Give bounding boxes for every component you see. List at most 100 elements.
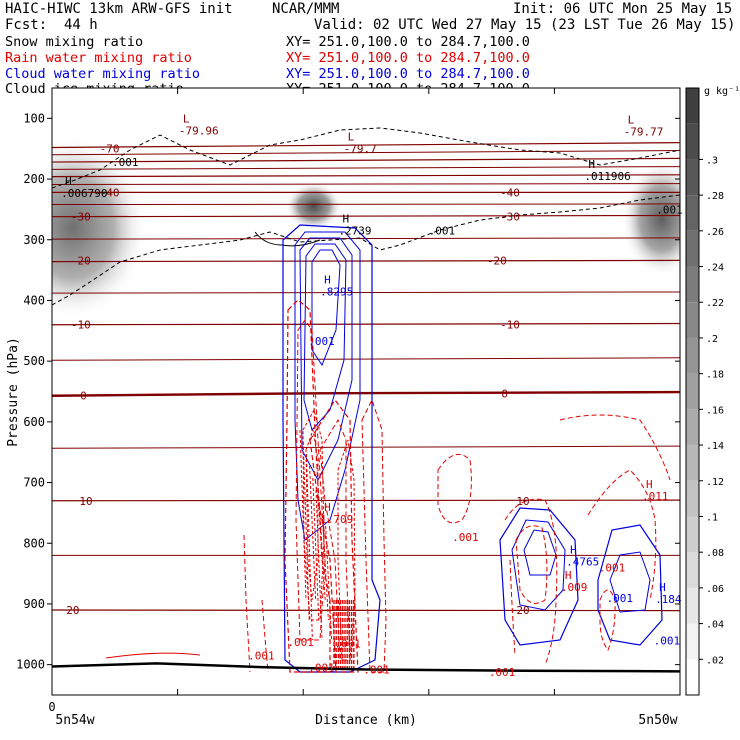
y-tick-label: 400 xyxy=(23,293,45,307)
rain-water-contours xyxy=(105,299,671,673)
rain-cell-2-inner xyxy=(515,525,548,604)
rain-dense-line xyxy=(325,525,333,641)
contour-value-label: .001 xyxy=(287,636,314,649)
colorbar-cell xyxy=(686,659,699,695)
extremum-value: .011 xyxy=(642,490,669,503)
colorbar-cell xyxy=(686,195,699,231)
extremum-label: L-79.96 xyxy=(179,112,219,137)
rain-core-1 xyxy=(302,408,325,621)
isotherm--20 xyxy=(52,259,680,263)
isotherm-label: -10 xyxy=(71,319,91,332)
rain-outer-far-right xyxy=(361,398,387,673)
colorbar: .3 .28 .26 .24 .22 .2 .18 .16 .14 .12 .1 .08 .06 .04.… xyxy=(685,86,740,696)
init-time: Init: 06 UTC Mon 25 May 15 xyxy=(513,1,732,17)
extremum-label: H.006790 xyxy=(61,175,107,200)
y-tick-label: 800 xyxy=(23,536,45,550)
extremum-letter: L xyxy=(628,114,635,127)
extremum-value: .4765 xyxy=(566,555,599,568)
extrema-labels: L-79.96 L-79.7L-79.77H.006790H.011906H.27… xyxy=(61,112,682,606)
colorbar-tick-label: .02 xyxy=(706,655,724,666)
field-name-cloudwater: Cloud water mixing ratio xyxy=(5,66,200,82)
contour-value-label: .001 xyxy=(248,650,275,663)
x-axis-label: Distance (km) xyxy=(315,713,417,728)
rain-left-stub-2 xyxy=(261,599,269,673)
extremum-letter: L xyxy=(348,131,355,144)
snow-shade-cell xyxy=(284,182,343,231)
cloud-water-contours xyxy=(282,224,663,673)
rain-cell-3-low xyxy=(599,589,616,651)
contour-value-label: .001 xyxy=(452,531,479,544)
x-left-location: 5n54w xyxy=(55,713,94,728)
extremum-value: .009 xyxy=(561,581,588,594)
contour-value-label: .001 xyxy=(429,225,456,238)
contour-value-label: .001 xyxy=(656,203,683,216)
extremum-value: 1.709 xyxy=(320,513,353,526)
isotherm-minor xyxy=(52,150,680,156)
isotherm--10 xyxy=(52,322,680,326)
isotherm-label: 10 xyxy=(516,495,529,508)
rain-dense-line xyxy=(315,489,323,641)
field-xy-snow: XY= 251.0,100.0 to 284.7,100.0 xyxy=(286,34,530,50)
extremum-letter: H xyxy=(659,581,666,594)
colorbar-ticks: .3 .28 .26 .24 .22 .2 .18 .16 .14 .12 .1 .08 .06 .04.… xyxy=(699,155,724,666)
isotherm-20 xyxy=(52,609,680,612)
colorbar-tick-label: .26 xyxy=(706,227,724,238)
colorbar-cell xyxy=(686,445,699,481)
rain-left-stub-1 xyxy=(243,534,251,673)
colorbar-tick-label: .2 xyxy=(706,334,718,345)
extremum-value: -79.96 xyxy=(179,124,219,137)
field-name-snow: Snow mixing ratio xyxy=(5,34,143,50)
extremum-letter: H xyxy=(65,175,72,188)
extremum-label: H.011906 xyxy=(584,158,630,183)
isotherm-minor xyxy=(52,291,680,294)
snow-shade-cell xyxy=(52,135,148,320)
ice-contour-lower xyxy=(52,194,680,306)
extremum-label: H.4765 xyxy=(566,543,599,568)
extremum-value: .006790 xyxy=(61,187,107,200)
rain-dense-contours xyxy=(299,429,355,672)
ice-contour-anvil xyxy=(254,231,321,247)
rain-dense-line xyxy=(318,501,326,601)
colorbar-cell xyxy=(686,587,699,624)
isotherm-label: 0 xyxy=(80,390,87,403)
isotherm-label: -40 xyxy=(100,186,120,199)
extremum-letter: H xyxy=(588,158,595,171)
colorbar-cells xyxy=(686,88,699,695)
extremum-value: .184 xyxy=(655,593,682,606)
rain-dense-line xyxy=(305,453,313,641)
colorbar-unit: g kg⁻¹ xyxy=(704,86,740,97)
snow-shade-cell xyxy=(621,160,680,277)
colorbar-tick-label: .18 xyxy=(706,370,724,381)
isotherm-label: 20 xyxy=(516,604,529,617)
rain-dense-line xyxy=(309,465,317,601)
model-title: HAIC-HIWC 13km ARW-GFS init xyxy=(5,1,233,17)
cloud-water-cell-3-outer xyxy=(597,524,663,646)
extremum-letter: H xyxy=(324,501,331,514)
isotherm-label: -30 xyxy=(500,211,520,224)
fcst-label: Fcst: xyxy=(5,17,47,33)
extremum-letter: H xyxy=(342,213,349,226)
colorbar-tick-label: .14 xyxy=(706,441,724,452)
fcst-value: 44 h xyxy=(64,17,98,33)
contour-value-label: .001 xyxy=(308,662,335,675)
contour-value-label: .001 xyxy=(308,335,335,348)
cloud-water-cell-3-inner xyxy=(609,551,651,613)
colorbar-cell xyxy=(686,159,699,196)
cloud-water-core-inner4 xyxy=(311,249,341,367)
contour-value-labels: .001 .001 .001 .001 .001 .001 .001 .001 .001 .001… xyxy=(112,156,683,679)
colorbar-cell xyxy=(686,623,699,660)
extremum-value: .011906 xyxy=(584,170,630,183)
rain-outer-right xyxy=(309,398,359,673)
org-label: NCAR/MMM xyxy=(272,1,339,17)
extremum-label: L-79.77 xyxy=(624,114,664,139)
field-xy-rain: XY= 251.0,100.0 to 284.7,100.0 xyxy=(286,50,530,66)
isotherm-minor xyxy=(52,203,680,206)
y-tick-label: 100 xyxy=(23,111,45,125)
extremum-label: H1.709 xyxy=(320,501,353,526)
isotherm--70 xyxy=(52,142,680,149)
y-axis-label: Pressure (hPa) xyxy=(6,337,21,447)
y-tick-label: 200 xyxy=(23,172,45,186)
isotherm-minor xyxy=(52,166,680,170)
contour-value-label: .001 xyxy=(363,664,390,677)
